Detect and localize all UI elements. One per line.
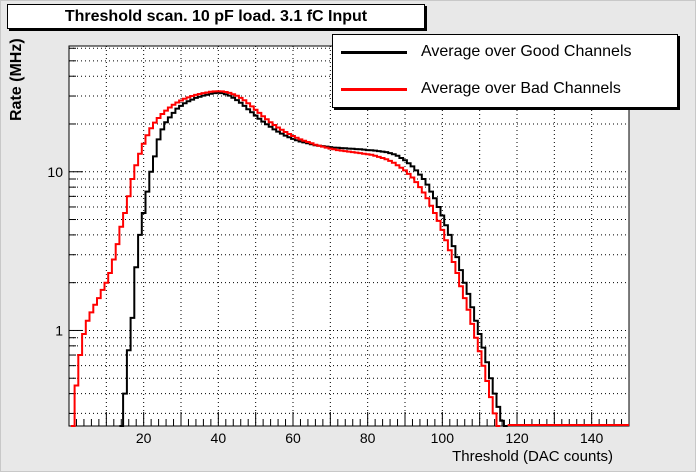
legend-label-good: Average over Good Channels [421, 43, 632, 60]
x-tick-label: 20 [136, 430, 152, 446]
x-tick-label: 40 [211, 430, 227, 446]
legend: Average over Good Channels Average over … [332, 34, 678, 108]
legend-entry-bad: Average over Bad Channels [341, 77, 621, 101]
x-tick-label: 60 [285, 430, 301, 446]
legend-entry-good: Average over Good Channels [341, 40, 632, 64]
y-tick-label: 1 [55, 322, 63, 338]
x-tick-label: 140 [580, 430, 604, 446]
x-tick-label: 80 [360, 430, 376, 446]
y-tick-label: 10 [47, 164, 63, 180]
x-axis-label: Threshold (DAC counts) [452, 448, 613, 465]
chart-title: Threshold scan. 10 pF load. 3.1 fC Input [7, 4, 425, 29]
series-line-bad [70, 90, 501, 427]
plot-area [69, 46, 629, 426]
legend-swatch-bad [341, 87, 407, 91]
legend-label-bad: Average over Bad Channels [421, 80, 621, 97]
y-axis-label: Rate (MHz) [8, 38, 25, 121]
x-tick-label: 120 [505, 430, 529, 446]
legend-swatch-good [341, 50, 407, 54]
x-tick-label: 100 [431, 430, 455, 446]
